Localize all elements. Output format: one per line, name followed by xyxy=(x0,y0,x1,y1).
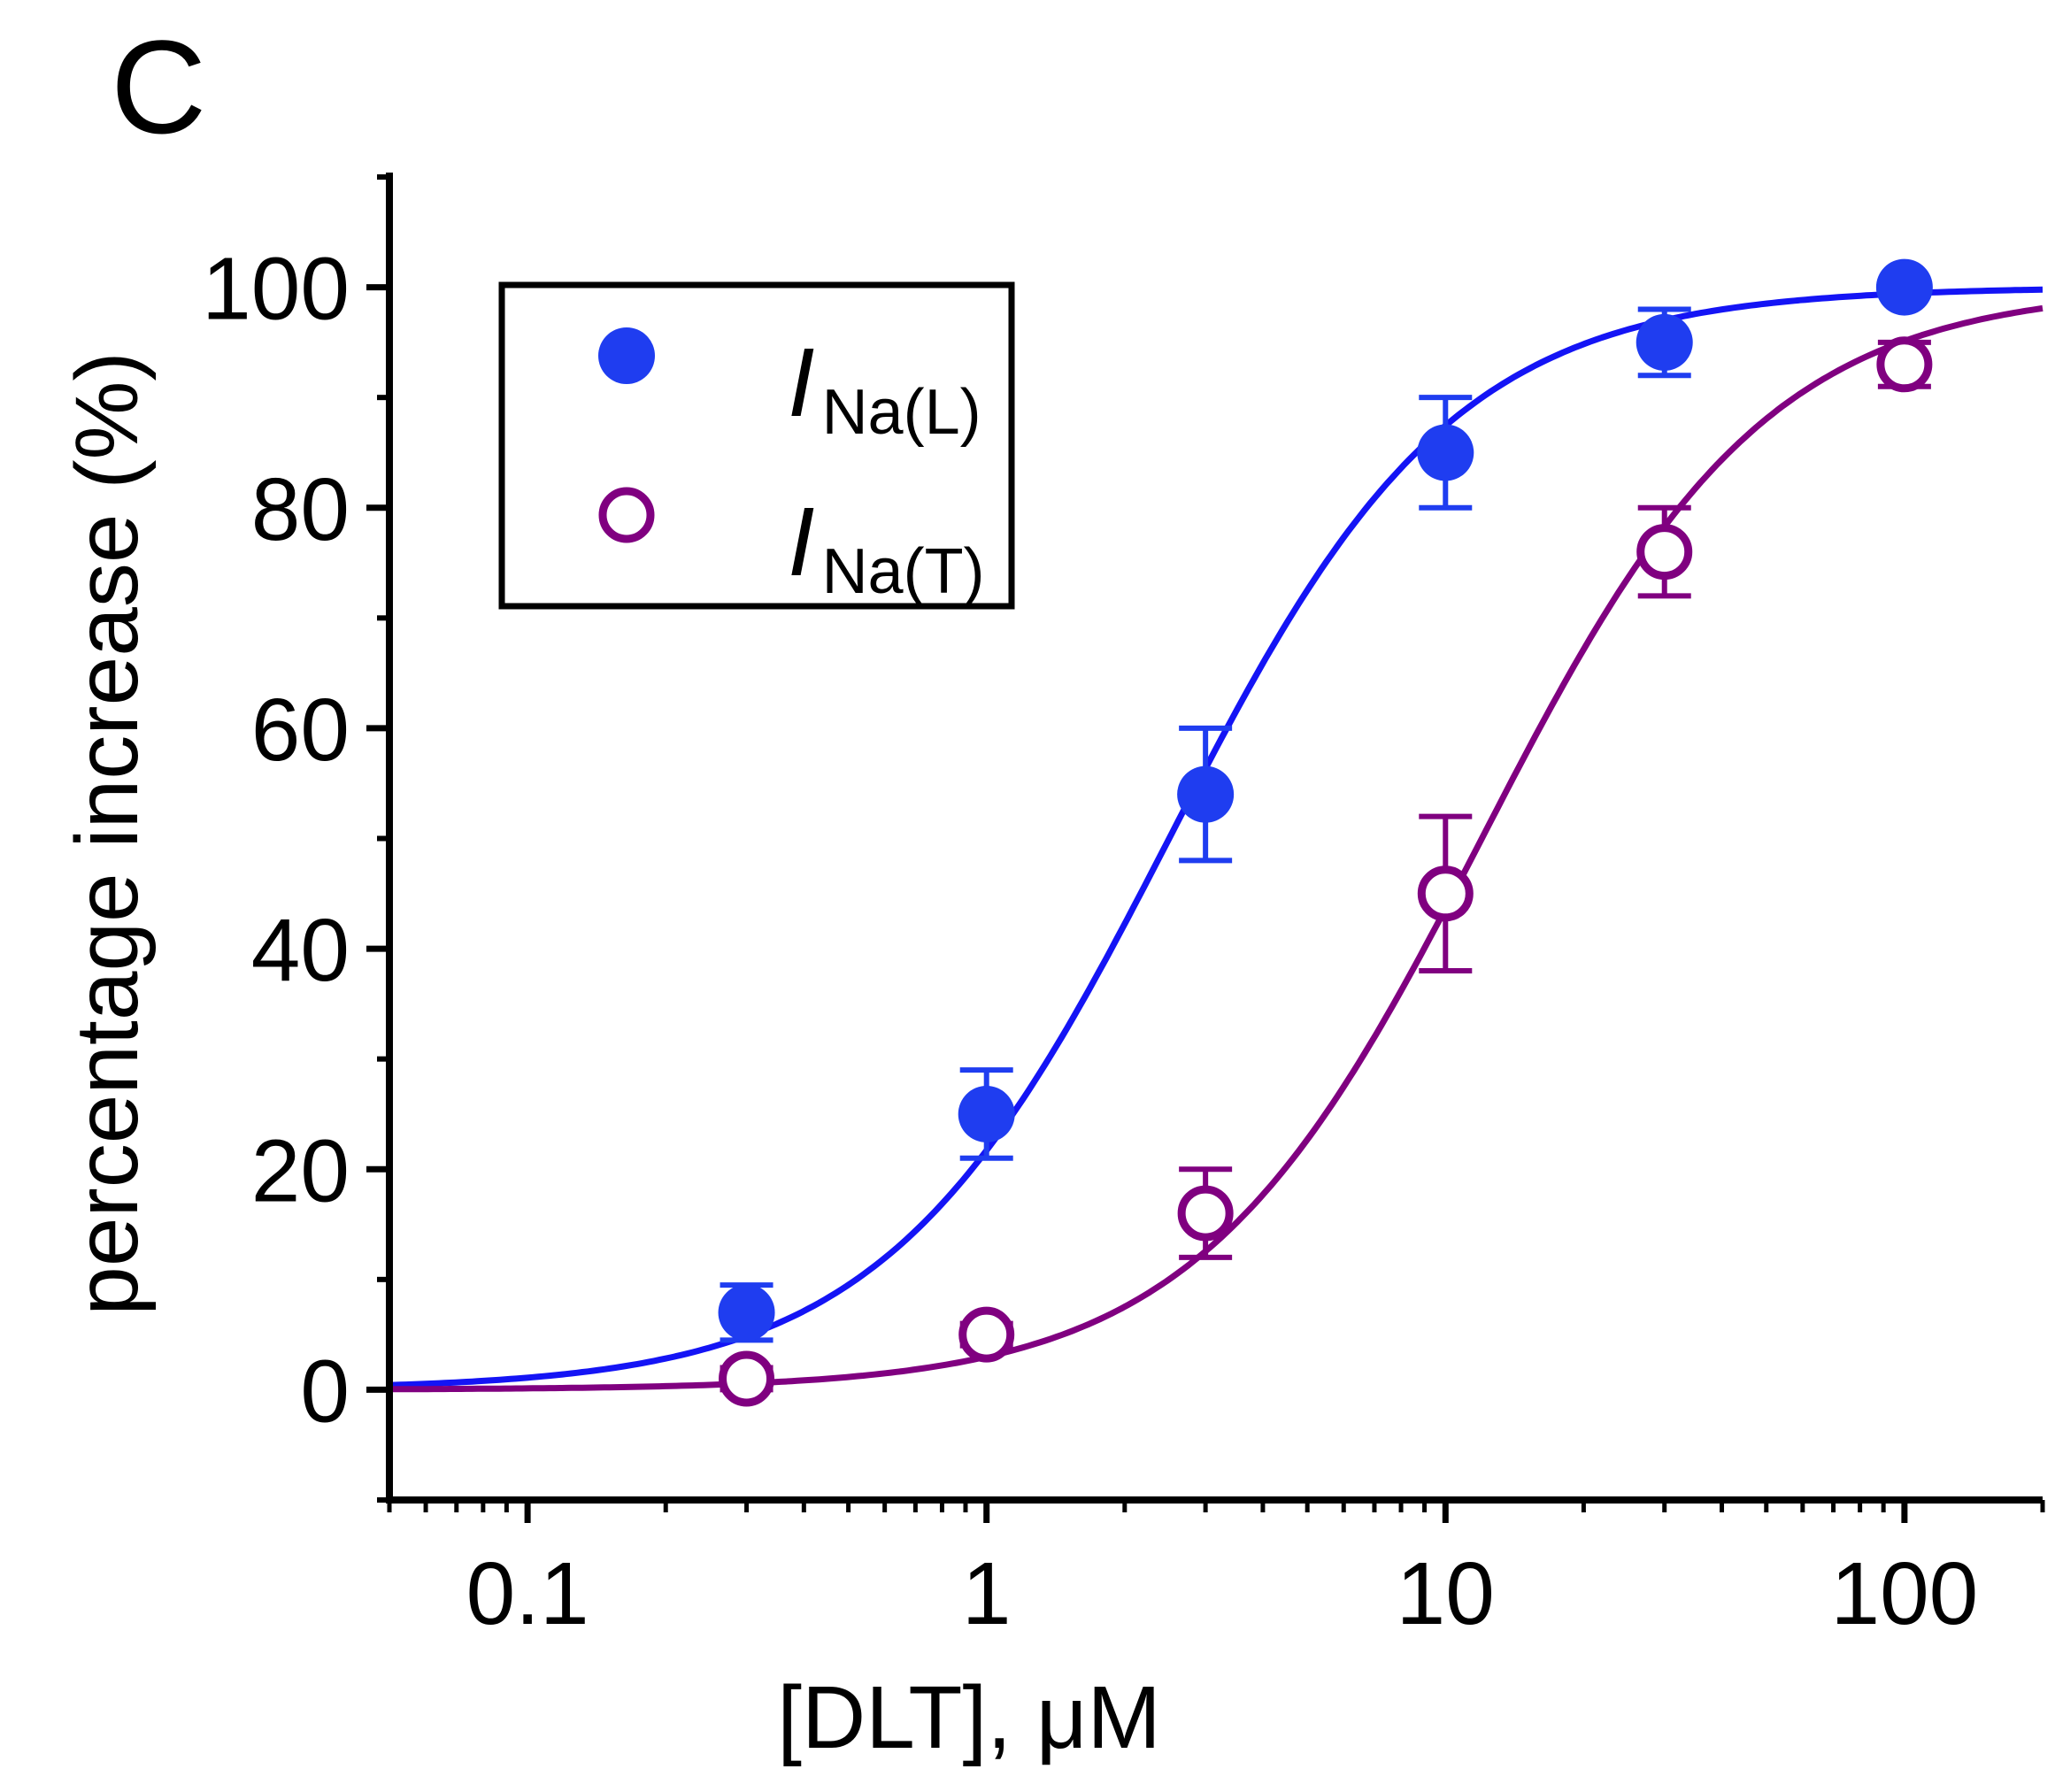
legend-marker-series-1 xyxy=(598,327,655,384)
y-tick-label: 60 xyxy=(251,681,350,780)
data-point-series-1 xyxy=(958,1085,1015,1142)
data-point-series-1 xyxy=(1417,424,1474,481)
data-point-series-2 xyxy=(1876,336,1933,393)
fit-curve-series-2 xyxy=(389,304,2043,1393)
data-point-series-1 xyxy=(1177,765,1235,823)
y-tick-label: 100 xyxy=(202,240,350,339)
data-point-series-1 xyxy=(718,1284,775,1342)
fit-curve-series-1 xyxy=(389,286,2043,1388)
x-axis-label: [DLT], μM xyxy=(777,1668,1161,1767)
y-tick-label: 40 xyxy=(251,901,350,1000)
legend-label-series-1: I Na(L) xyxy=(788,328,981,448)
y-axis-label: percentage increase (%) xyxy=(58,351,157,1315)
legend-label-series-2: I Na(T) xyxy=(788,488,985,607)
panel-label: C xyxy=(111,12,206,161)
y-tick-label: 80 xyxy=(251,460,350,559)
x-tick-label: 0.1 xyxy=(466,1544,589,1643)
plot-area xyxy=(389,258,2043,1407)
x-tick-label: 10 xyxy=(1397,1544,1495,1643)
data-point-series-1 xyxy=(1636,313,1693,371)
data-point-series-2 xyxy=(1636,524,1693,581)
y-tick-label: 20 xyxy=(251,1121,350,1220)
data-point-series-1 xyxy=(1875,258,1933,316)
legend-marker-series-2 xyxy=(598,487,655,543)
axes: 0 20 40 60 80 100 0.1 1 10 100 xyxy=(202,173,2045,1643)
legend: I Na(L) I Na(T) xyxy=(498,281,1015,610)
y-tick-label: 0 xyxy=(300,1342,350,1441)
data-point-series-2 xyxy=(958,1306,1015,1363)
legend-box xyxy=(498,281,1015,610)
data-point-series-2 xyxy=(1417,865,1474,922)
data-point-series-2 xyxy=(719,1350,775,1407)
x-tick-label: 1 xyxy=(962,1544,1012,1643)
x-tick-label: 100 xyxy=(1830,1544,1978,1643)
data-point-series-2 xyxy=(1177,1185,1234,1242)
